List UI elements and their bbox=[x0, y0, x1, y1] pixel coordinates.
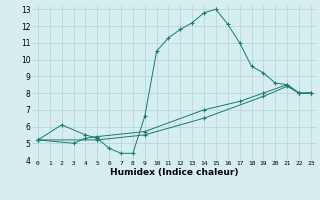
X-axis label: Humidex (Indice chaleur): Humidex (Indice chaleur) bbox=[110, 168, 239, 177]
